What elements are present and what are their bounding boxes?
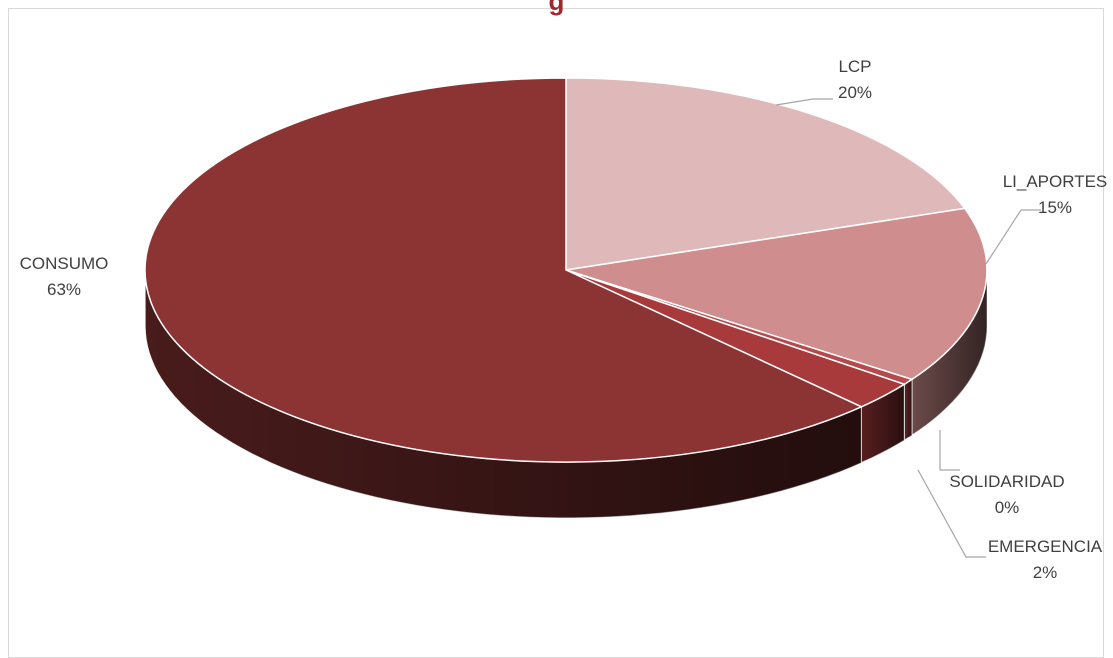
- slice-percent-solidaridad: 0%: [995, 498, 1020, 517]
- pie-slice-li_aportes[interactable]: [565, 207, 988, 381]
- slice-label-emergencia: EMERGENCIA: [988, 537, 1103, 556]
- pie-slice-lcp[interactable]: [565, 77, 967, 271]
- leader-line-emergencia: [917, 469, 986, 558]
- chart-title: g: [548, 0, 565, 16]
- leader-line-li_aportes: [985, 209, 1041, 265]
- slice-percent-emergencia: 2%: [1033, 563, 1058, 582]
- pie-side-shade: [861, 384, 905, 463]
- slice-label-solidaridad: SOLIDARIDAD: [949, 472, 1064, 491]
- slice-percent-consumo: 63%: [47, 280, 81, 299]
- slice-percent-lcp: 20%: [838, 83, 872, 102]
- pie-side-shade: [904, 379, 912, 441]
- slice-label-lcp: LCP: [838, 57, 871, 76]
- leader-line-solidaridad: [939, 430, 960, 471]
- pie-slice-consumo[interactable]: [144, 77, 864, 463]
- slice-percent-li_aportes: 15%: [1038, 198, 1072, 217]
- pie-side-shade: [911, 270, 987, 436]
- leader-line-lcp: [775, 98, 833, 106]
- pie-side-shade: [145, 270, 862, 518]
- slice-label-consumo: CONSUMO: [20, 254, 109, 273]
- slice-label-li_aportes: LI_APORTES: [1003, 172, 1108, 191]
